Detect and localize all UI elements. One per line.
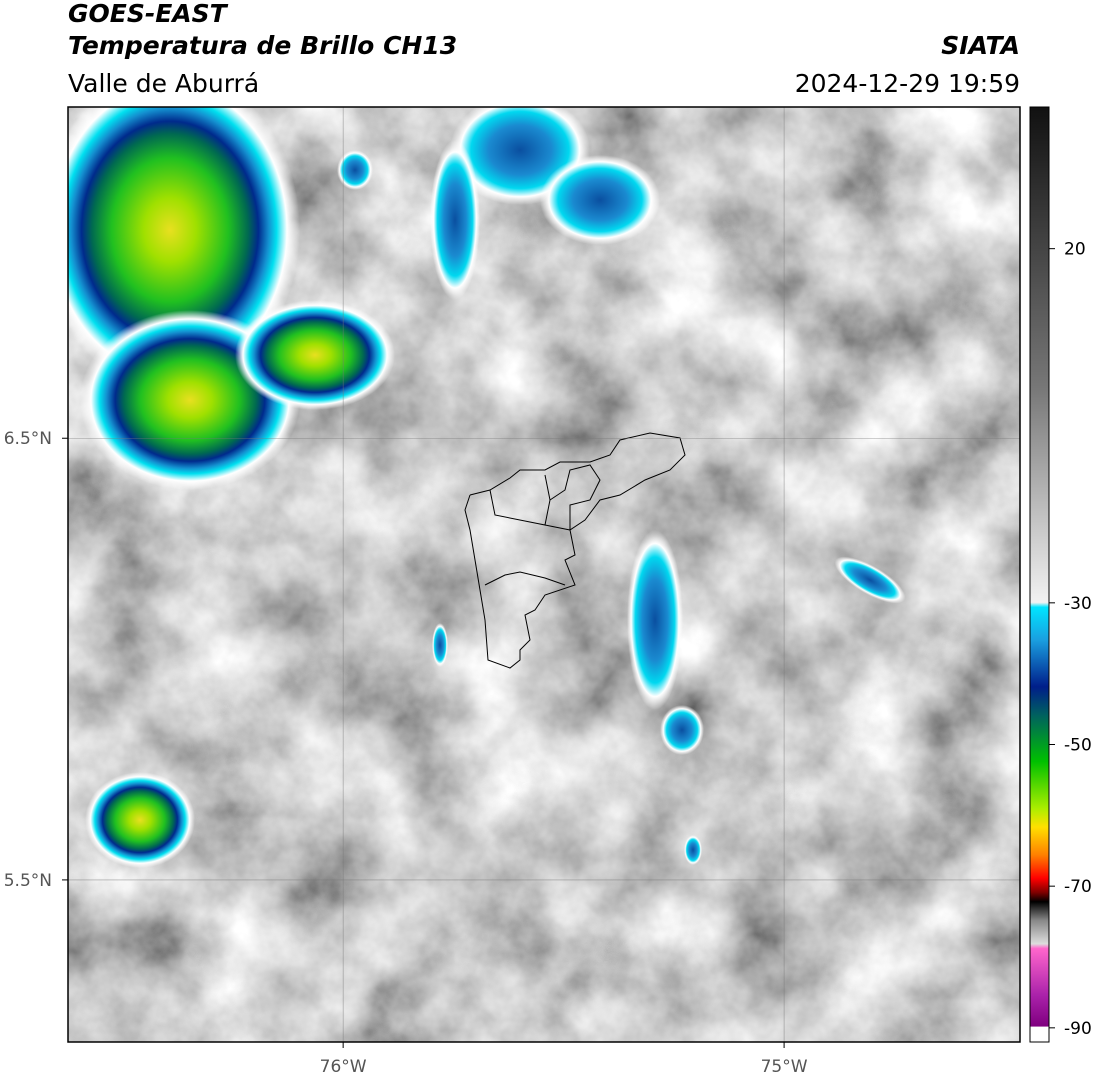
colorbar-tick-label: -30 [1064,594,1092,614]
lat-tick-label: 5.5°N [4,871,52,891]
storm-cell [85,772,195,868]
lon-tick-label: 76°W [320,1057,367,1077]
graticule [68,107,1020,1042]
lat-tick-label: 6.5°N [4,429,52,449]
colorbar-tick-label: -90 [1064,1019,1092,1039]
storm-cell [68,107,300,390]
storm-cell [235,300,395,410]
cold-cloud [834,556,906,604]
subtitle: Temperatura de Brillo CH13 [68,31,457,60]
colorbar-tick-label: -50 [1064,736,1092,756]
title: GOES-EAST [68,0,229,28]
agency: SIATA [941,31,1020,60]
colorbar-tick-label: -70 [1064,877,1092,897]
lon-tick-label: 75°W [761,1057,808,1077]
cold-cloud [337,150,373,190]
cold-cloud [430,140,480,300]
cold-cloud [660,705,704,755]
cold-cloud [540,155,660,245]
cold-cloud [684,835,702,865]
colorbar-tick-label: 20 [1064,240,1086,260]
satellite-image [68,107,1020,1042]
cold-cloud [627,530,683,710]
cold-cloud [432,623,448,667]
region: Valle de Aburrá [68,69,259,98]
datetime: 2024-12-29 19:59 [795,69,1020,98]
map-frame [67,106,1021,1043]
municipal-boundary [544,464,601,531]
colorbar [1029,106,1050,1043]
municipal-boundary [484,571,566,586]
